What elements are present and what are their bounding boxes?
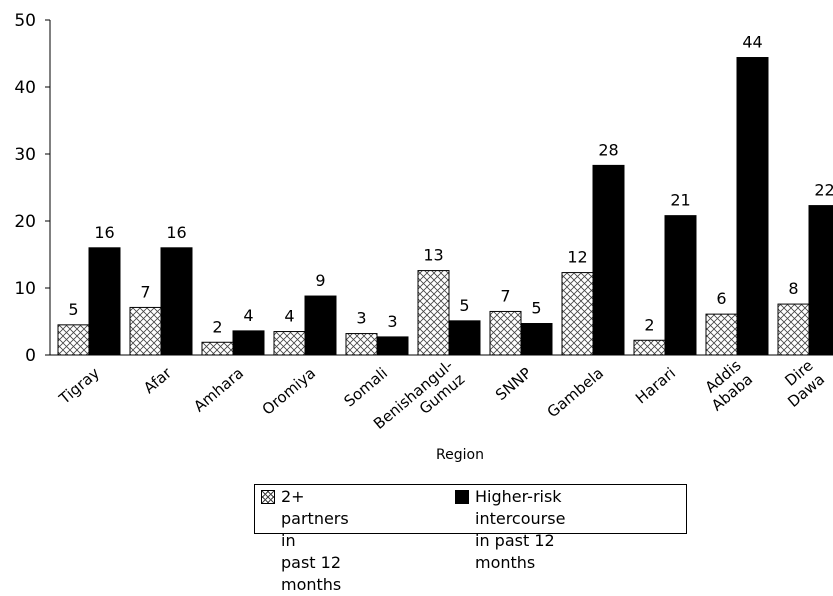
bar-partners [418, 271, 449, 355]
bar-partners [634, 340, 665, 355]
data-label: 22 [814, 181, 833, 200]
bar-partners [778, 304, 809, 355]
category-label: Gambela [544, 364, 607, 421]
y-tick-label: 50 [14, 11, 36, 31]
bar-higher-risk [161, 248, 192, 355]
bar-higher-risk [521, 324, 552, 355]
data-label: 16 [94, 223, 114, 242]
bar-higher-risk [377, 337, 408, 355]
data-label: 3 [387, 312, 397, 331]
solid-swatch-icon [455, 490, 469, 504]
category-label: Tigray [55, 364, 103, 408]
bar-partners [202, 342, 233, 355]
y-tick-label: 20 [14, 212, 36, 232]
bar-partners [490, 311, 521, 355]
category-label: Afar [140, 363, 175, 397]
data-label: 8 [788, 279, 798, 298]
data-label: 4 [243, 306, 253, 325]
bar-higher-risk [233, 331, 264, 355]
bar-partners [706, 314, 737, 355]
bar-partners [274, 332, 305, 355]
data-label: 5 [531, 299, 541, 318]
bar-higher-risk [89, 248, 120, 355]
category-label: Oromiya [259, 364, 319, 419]
data-label: 7 [500, 286, 510, 305]
data-label: 5 [459, 296, 469, 315]
data-label: 4 [284, 307, 294, 326]
legend-label-series-1: 2+ partners in past 12 months [281, 486, 349, 596]
y-tick-label: 30 [14, 145, 36, 165]
data-label: 3 [356, 309, 366, 328]
bar-partners [130, 307, 161, 355]
legend-label-series-2: Higher-risk intercourse in past 12 month… [475, 486, 565, 574]
data-label: 6 [716, 289, 726, 308]
data-label: 21 [670, 191, 690, 210]
data-label: 2 [644, 315, 654, 334]
bar-partners [346, 334, 377, 355]
data-label: 7 [140, 282, 150, 301]
data-label: 5 [68, 300, 78, 319]
crosshatch-swatch-icon [261, 490, 275, 504]
bar-higher-risk [449, 321, 480, 355]
category-label: SNNP [492, 364, 535, 404]
category-label: Somali [340, 364, 391, 410]
data-label: 13 [423, 246, 443, 265]
data-label: 2 [212, 317, 222, 336]
data-label: 9 [315, 271, 325, 290]
bar-higher-risk [305, 296, 336, 355]
category-label: AddisAbaba [696, 356, 756, 414]
category-label: Benishangul-Gumuz [370, 356, 468, 447]
bar-higher-risk [737, 58, 768, 355]
category-label: Amhara [190, 364, 247, 416]
category-label: Harari [632, 364, 679, 407]
data-label: 16 [166, 223, 186, 242]
y-tick-label: 10 [14, 279, 36, 299]
y-tick-label: 40 [14, 78, 36, 98]
y-tick-label: 0 [25, 346, 36, 366]
bar-higher-risk [593, 165, 624, 355]
bar-higher-risk [809, 206, 833, 355]
category-label: DireDawa [773, 356, 828, 411]
data-label: 28 [598, 140, 618, 159]
x-axis-title: Region [436, 447, 484, 463]
bar-higher-risk [665, 216, 696, 355]
data-label: 44 [742, 33, 762, 52]
bar-partners [562, 273, 593, 355]
legend: 2+ partners in past 12 months Higher-ris… [254, 484, 687, 534]
bar-partners [58, 325, 89, 355]
data-label: 12 [567, 248, 587, 267]
